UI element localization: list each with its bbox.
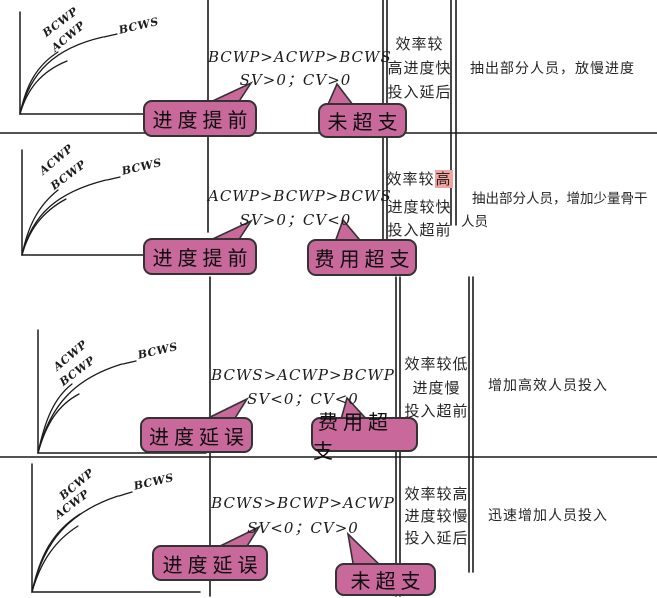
callout-not-overspent-row1: 未超支 — [318, 103, 407, 138]
callout-cost-overrun-row2: 费用超支 — [307, 239, 417, 276]
callout-schedule-ahead-row1: 进度提前 — [143, 100, 257, 137]
variance-row4: SV<0；CV>0 — [247, 519, 359, 537]
analysis-row1-line2: 高进度快 — [387, 59, 452, 77]
callout-schedule-delay-row3: 进度延误 — [140, 417, 253, 453]
analysis-row4-line2: 进度较慢 — [404, 507, 469, 525]
variance-row3: SV<0；CV<0 — [247, 390, 359, 408]
variance-row1: SV>0；CV>0 — [239, 71, 352, 89]
variance-row2: SV>0；CV<0 — [239, 211, 352, 229]
callout-cost-overrun-row3: 费用超支 — [311, 410, 418, 463]
formula-row1: BCWP>ACWP>BCWS — [208, 48, 392, 66]
analysis-row2-line2: 进度较快 — [387, 198, 452, 216]
measure-row4: 迅速增加人员投入 — [488, 508, 608, 524]
analysis-row3-line3: 投入超前 — [404, 402, 469, 420]
graph-axes — [19, 11, 207, 593]
callout-schedule-ahead-row2: 进度提前 — [143, 238, 257, 275]
analysis-row2-line3: 投入超前 — [387, 221, 452, 239]
analysis-row1-line1: 效率较 — [395, 35, 444, 53]
analysis-row1-line3: 投入延后 — [387, 83, 452, 101]
analysis-row3-line2: 进度慢 — [412, 379, 461, 397]
measure-row3: 增加高效人员投入 — [488, 378, 608, 394]
formula-row3: BCWS>ACWP>BCWP — [211, 366, 395, 384]
measure-row2-line1: 抽出部分人员，增加少量骨干 — [472, 191, 648, 207]
formula-row4: BCWS>BCWP>ACWP — [211, 494, 395, 512]
callout-not-overspent-row4: 未超支 — [335, 563, 436, 596]
sv-cv-curves — [19, 33, 137, 593]
highlighted-char: 高 — [434, 170, 453, 188]
callout-schedule-delay-row4: 进度延误 — [152, 545, 268, 581]
measure-row2-line2: 人员 — [461, 214, 488, 230]
analysis-row4-line1: 效率较高 — [404, 485, 469, 503]
analysis-row3-line1: 效率较低 — [404, 355, 469, 373]
analysis-row2-line1: 效率较高 — [386, 170, 453, 188]
formula-row2: ACWP>BCWP>BCWS — [208, 187, 392, 205]
analysis-row4-line3: 投入延后 — [404, 529, 469, 547]
measure-row1: 抽出部分人员，放慢进度 — [470, 61, 635, 77]
